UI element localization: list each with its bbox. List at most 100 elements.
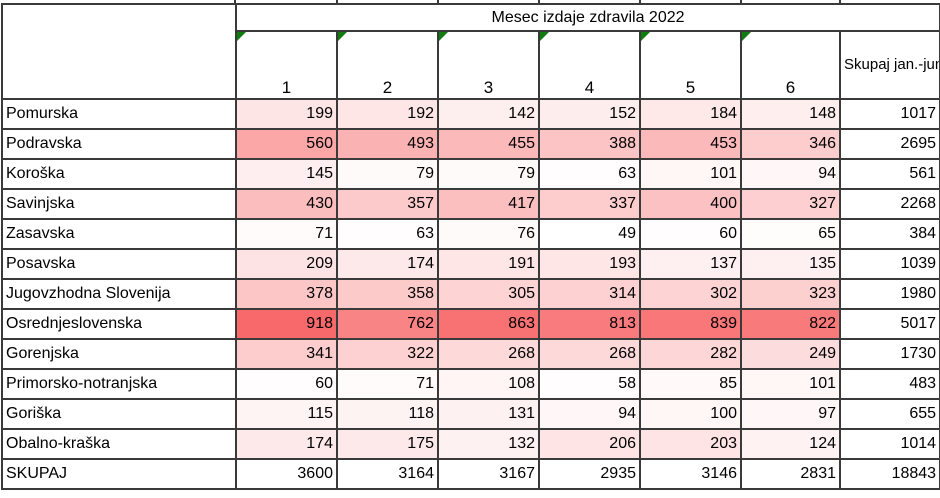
data-cell: 378	[235, 278, 338, 310]
data-cell: 192	[336, 98, 439, 130]
row-label: Podravska	[1, 128, 237, 160]
table-row: Primorsko-notranjska 60 71 108 58 85 101 483	[1, 368, 940, 400]
row-label: Osrednjeslovenska	[1, 308, 237, 340]
month-label: 1	[281, 78, 292, 97]
data-cell: 58	[538, 368, 641, 400]
row-total-cell: 655	[838, 398, 940, 430]
row-total-cell: 2268	[838, 188, 940, 220]
row-total-cell: 1017	[838, 98, 940, 130]
row-total-cell: 1980	[838, 278, 940, 310]
data-cell: 148	[740, 98, 841, 130]
table-row: Koroška 145 79 79 63 101 94 561	[1, 158, 940, 190]
column-header-month-1: 1	[235, 30, 338, 100]
flag-triangle-icon	[743, 33, 751, 41]
data-cell: 358	[336, 278, 439, 310]
totals-cell: 3167	[437, 458, 540, 490]
row-label: Pomurska	[1, 98, 237, 130]
column-header-month-5: 5	[639, 30, 742, 100]
data-cell: 400	[639, 188, 742, 220]
grid-tick	[740, 0, 742, 3]
table-row: Goriška 115 118 131 94 100 97 655	[1, 398, 940, 430]
flag-triangle-icon	[238, 33, 246, 41]
data-cell: 863	[437, 308, 540, 340]
flag-triangle-icon	[642, 33, 650, 41]
table-row: Zasavska 71 63 76 49 60 65 384	[1, 218, 940, 250]
data-cell: 388	[538, 128, 641, 160]
data-cell: 357	[336, 188, 439, 220]
month-label: 6	[785, 78, 796, 97]
data-cell: 49	[538, 218, 641, 250]
month-label: 3	[483, 78, 494, 97]
grid-tick	[538, 0, 540, 3]
column-header-month-2: 2	[336, 30, 439, 100]
totals-cell: 2831	[740, 458, 841, 490]
data-cell: 346	[740, 128, 841, 160]
table-row: Savinjska 430 357 417 337 400 327 2268	[1, 188, 940, 220]
data-cell: 822	[740, 308, 841, 340]
row-label: Obalno-kraška	[1, 428, 237, 460]
data-cell: 813	[538, 308, 641, 340]
column-header-month-4: 4	[538, 30, 641, 100]
row-total-cell: 1014	[838, 428, 940, 460]
data-cell: 762	[336, 308, 439, 340]
totals-cell: 2935	[538, 458, 641, 490]
grand-total-cell: 18843	[838, 458, 940, 490]
data-cell: 455	[437, 128, 540, 160]
grid-tick	[437, 0, 439, 3]
data-cell: 79	[336, 158, 439, 190]
title-row: Mesec izdaje zdravila 2022	[1, 3, 940, 100]
data-cell: 193	[538, 248, 641, 280]
data-cell: 268	[538, 338, 641, 370]
data-cell: 60	[639, 218, 742, 250]
grid-tick	[234, 0, 236, 3]
data-cell: 175	[336, 428, 439, 460]
data-cell: 337	[538, 188, 641, 220]
data-cell: 199	[235, 98, 338, 130]
data-cell: 131	[437, 398, 540, 430]
data-cell: 152	[538, 98, 641, 130]
data-cell: 327	[740, 188, 841, 220]
row-total-cell: 384	[838, 218, 940, 250]
grid-tick	[839, 0, 841, 3]
data-cell: 76	[437, 218, 540, 250]
flag-triangle-icon	[541, 33, 549, 41]
table-row: Obalno-kraška 174 175 132 206 203 124 1014	[1, 428, 940, 460]
table-row: Pomurska 199 192 142 152 184 148 1017	[1, 98, 940, 130]
row-label: Jugovzhodna Slovenija	[1, 278, 237, 310]
table-row: Posavska 209 174 191 193 137 135 1039	[1, 248, 940, 280]
table-row: Gorenjska 341 322 268 268 282 249 1730	[1, 338, 940, 370]
row-total-cell: 1730	[838, 338, 940, 370]
row-label: Gorenjska	[1, 338, 237, 370]
data-cell: 302	[639, 278, 742, 310]
data-cell: 63	[336, 218, 439, 250]
data-cell: 100	[639, 398, 742, 430]
data-cell: 124	[740, 428, 841, 460]
data-cell: 63	[538, 158, 641, 190]
totals-cell: 3146	[639, 458, 742, 490]
data-cell: 191	[437, 248, 540, 280]
data-cell: 94	[740, 158, 841, 190]
data-cell: 135	[740, 248, 841, 280]
data-cell: 184	[639, 98, 742, 130]
totals-cell: 3600	[235, 458, 338, 490]
data-cell: 71	[336, 368, 439, 400]
data-cell: 493	[336, 128, 439, 160]
table-row: Podravska 560 493 455 388 453 346 2695	[1, 128, 940, 160]
column-header-month-3: 3	[437, 30, 540, 100]
data-cell: 174	[235, 428, 338, 460]
month-label: 2	[382, 78, 393, 97]
row-label: Koroška	[1, 158, 237, 190]
data-cell: 560	[235, 128, 338, 160]
corner-cell	[1, 3, 237, 100]
data-cell: 417	[437, 188, 540, 220]
table-row: Osrednjeslovenska 918 762 863 813 839 822 5017	[1, 308, 940, 340]
data-cell: 174	[336, 248, 439, 280]
month-label: 4	[584, 78, 595, 97]
row-total-cell: 483	[838, 368, 940, 400]
data-cell: 323	[740, 278, 841, 310]
row-label: Posavska	[1, 248, 237, 280]
clipped-row-above	[0, 0, 940, 3]
data-cell: 60	[235, 368, 338, 400]
grid-tick	[336, 0, 338, 3]
totals-row: SKUPAJ 3600 3164 3167 2935 3146 2831 18843	[1, 458, 940, 490]
